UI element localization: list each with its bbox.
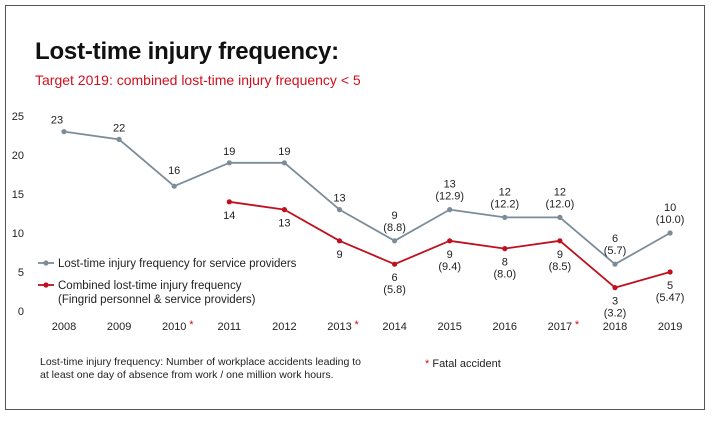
y-tick-label: 10 bbox=[12, 228, 24, 240]
chart-title: Lost-time injury frequency: bbox=[35, 38, 339, 65]
fatal-accident-note: * Fatal accident bbox=[425, 358, 501, 370]
data-label-service-providers: 12 bbox=[554, 186, 566, 198]
data-point-combined bbox=[447, 238, 453, 244]
data-point-service-providers bbox=[226, 160, 232, 166]
data-sublabel-combined: (5.47) bbox=[656, 292, 685, 304]
footnote: Lost-time injury frequency: Number of wo… bbox=[40, 356, 361, 381]
data-point-combined bbox=[392, 261, 398, 267]
data-sublabel-combined: (5.8) bbox=[383, 284, 406, 296]
data-sublabel-service-providers: (10.0) bbox=[656, 214, 685, 226]
legend-label-combined: Combined lost-time injury frequency bbox=[58, 280, 242, 292]
data-label-combined: 9 bbox=[557, 249, 563, 261]
data-label-combined: 14 bbox=[223, 210, 235, 222]
data-label-combined: 5 bbox=[667, 280, 673, 292]
legend-marker-combined bbox=[43, 282, 49, 288]
data-label-service-providers: 22 bbox=[113, 122, 125, 134]
data-sublabel-combined: (3.2) bbox=[604, 308, 627, 320]
x-tick-label: 2017 bbox=[548, 321, 572, 333]
data-point-combined bbox=[281, 207, 287, 213]
fatal-marker: * bbox=[355, 319, 360, 331]
data-point-combined bbox=[612, 285, 618, 291]
data-point-combined bbox=[226, 199, 232, 205]
data-point-service-providers bbox=[667, 230, 673, 236]
data-point-service-providers bbox=[502, 214, 508, 220]
data-sublabel-combined: (9.4) bbox=[438, 261, 461, 273]
x-tick-label: 2010 bbox=[162, 321, 186, 333]
y-tick-label: 25 bbox=[12, 111, 24, 123]
data-label-service-providers: 10 bbox=[664, 202, 676, 214]
chart-subtitle: Target 2019: combined lost-time injury f… bbox=[35, 72, 361, 88]
x-tick-label: 2008 bbox=[52, 321, 76, 333]
data-point-combined bbox=[667, 269, 673, 275]
fatal-marker-symbol: * bbox=[425, 358, 430, 370]
data-point-service-providers bbox=[171, 183, 177, 189]
data-point-combined bbox=[336, 238, 343, 244]
y-tick-label: 15 bbox=[12, 189, 24, 201]
y-tick-label: 5 bbox=[18, 267, 24, 279]
data-point-service-providers bbox=[557, 214, 563, 220]
data-point-service-providers bbox=[116, 136, 122, 142]
data-point-service-providers bbox=[281, 160, 287, 166]
x-tick-label: 2019 bbox=[658, 321, 682, 333]
y-tick-label: 20 bbox=[12, 150, 24, 162]
data-label-combined: 9 bbox=[336, 249, 342, 261]
data-label-combined: 8 bbox=[502, 257, 508, 269]
chart-frame bbox=[5, 5, 705, 410]
data-point-service-providers bbox=[612, 261, 618, 267]
data-label-service-providers: 6 bbox=[612, 233, 618, 245]
data-label-service-providers: 19 bbox=[278, 146, 290, 158]
data-label-service-providers: 16 bbox=[168, 165, 180, 177]
data-point-combined bbox=[557, 238, 563, 244]
x-tick-label: 2013 bbox=[327, 321, 351, 333]
data-label-service-providers: 9 bbox=[392, 210, 398, 222]
data-point-service-providers bbox=[447, 207, 453, 213]
x-tick-label: 2016 bbox=[493, 321, 517, 333]
series-line-service-providers bbox=[63, 130, 671, 266]
x-tick-label: 2011 bbox=[217, 321, 241, 333]
data-label-service-providers: 19 bbox=[223, 146, 235, 158]
fatal-marker: * bbox=[575, 319, 580, 331]
data-label-combined: 3 bbox=[612, 296, 618, 308]
data-point-combined bbox=[502, 246, 508, 252]
data-sublabel-combined: (8.0) bbox=[493, 269, 516, 281]
data-label-combined: 9 bbox=[447, 249, 453, 261]
data-point-service-providers bbox=[61, 129, 67, 135]
x-tick-label: 2015 bbox=[437, 321, 461, 333]
data-label-combined: 6 bbox=[392, 272, 398, 284]
data-point-service-providers bbox=[336, 207, 343, 213]
data-sublabel-service-providers: (12.0) bbox=[546, 198, 575, 210]
legend-label-service-providers: Lost-time injury frequency for service p… bbox=[58, 258, 297, 270]
data-label-service-providers: 13 bbox=[444, 179, 456, 191]
legend-label-combined-line2: (Fingrid personnel & service providers) bbox=[58, 294, 256, 306]
data-label-service-providers: 23 bbox=[51, 115, 63, 127]
legend-marker-service-providers bbox=[43, 260, 49, 266]
data-sublabel-service-providers: (5.7) bbox=[604, 245, 627, 257]
data-point-service-providers bbox=[392, 238, 398, 244]
fatal-accident-label: Fatal accident bbox=[432, 358, 501, 370]
data-label-combined: 13 bbox=[278, 218, 290, 230]
x-tick-label: 2014 bbox=[382, 321, 406, 333]
data-sublabel-combined: (8.5) bbox=[549, 261, 572, 273]
data-sublabel-service-providers: (12.2) bbox=[490, 198, 519, 210]
x-tick-label: 2018 bbox=[603, 321, 627, 333]
x-tick-label: 2009 bbox=[107, 321, 131, 333]
data-label-service-providers: 13 bbox=[333, 193, 345, 205]
y-tick-label: 0 bbox=[18, 306, 24, 318]
x-tick-label: 2012 bbox=[272, 321, 296, 333]
fatal-marker: * bbox=[189, 319, 194, 331]
data-label-service-providers: 12 bbox=[499, 186, 511, 198]
data-sublabel-service-providers: (8.8) bbox=[383, 222, 406, 234]
data-sublabel-service-providers: (12.9) bbox=[435, 191, 464, 203]
